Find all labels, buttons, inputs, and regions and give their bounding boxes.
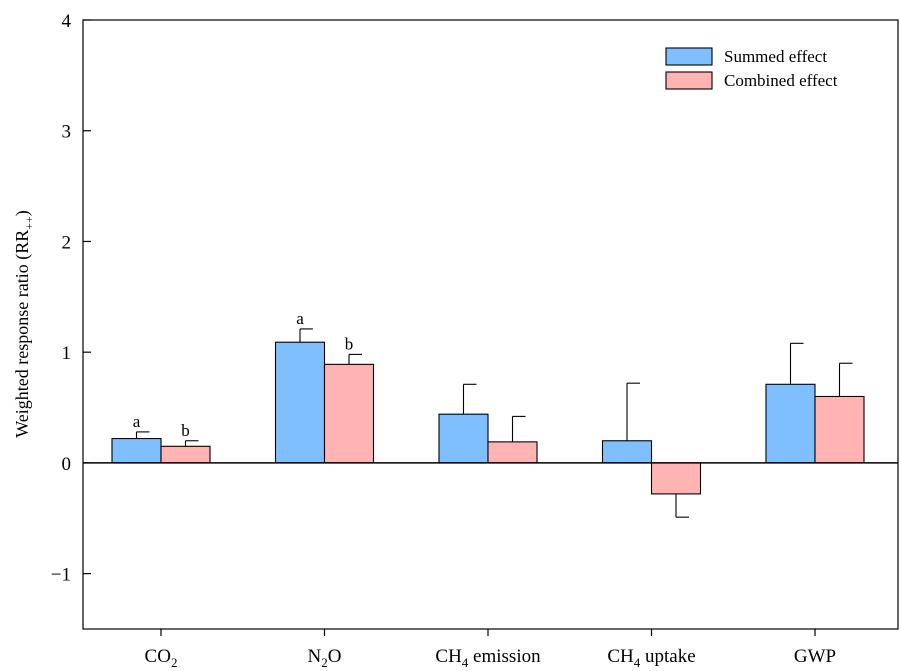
bar bbox=[765, 383, 816, 464]
x-axis: CO2 N2O CH4 emission CH4 uptake GWP bbox=[145, 629, 836, 670]
bar bbox=[487, 441, 538, 464]
legend-label: Combined effect bbox=[724, 71, 838, 90]
x-category-label: N2O bbox=[308, 646, 342, 670]
y-tick-label: −1 bbox=[51, 565, 71, 586]
significance-label: a bbox=[296, 309, 304, 328]
x-category-label: GWP bbox=[794, 646, 836, 667]
y-axis-title: Weighted response ratio (RR++) bbox=[12, 210, 36, 438]
y-axis-title-main: Weighted response ratio (RR bbox=[12, 230, 33, 438]
bar bbox=[438, 413, 489, 464]
x-category-label: CH4 emission bbox=[435, 646, 541, 670]
significance-label: b bbox=[181, 421, 190, 440]
y-tick-label: 4 bbox=[62, 11, 72, 32]
y-axis: −1 0 1 2 3 4 bbox=[51, 11, 91, 586]
bar bbox=[111, 437, 162, 464]
bar bbox=[274, 341, 326, 464]
plot-frame bbox=[82, 19, 899, 630]
bars-layer: a b a b bbox=[111, 309, 865, 518]
x-category-label: CH4 uptake bbox=[607, 646, 695, 670]
y-tick-label: 1 bbox=[62, 343, 72, 364]
y-tick-label: 2 bbox=[62, 232, 72, 253]
y-tick-label: 3 bbox=[62, 122, 72, 143]
legend-swatch bbox=[665, 71, 713, 90]
legend-label: Summed effect bbox=[724, 47, 827, 66]
bar bbox=[601, 440, 653, 464]
x-category-label: CO2 bbox=[145, 646, 178, 670]
bar bbox=[650, 462, 702, 495]
legend-swatch bbox=[665, 47, 713, 66]
significance-label: a bbox=[133, 412, 141, 431]
bar bbox=[814, 395, 865, 464]
y-axis-title-close: ) bbox=[12, 210, 33, 216]
y-axis-title-sub: ++ bbox=[22, 216, 36, 230]
significance-label: b bbox=[345, 334, 354, 353]
legend: Summed effect Combined effect bbox=[665, 47, 838, 90]
bar bbox=[323, 363, 375, 464]
y-tick-label: 0 bbox=[62, 454, 72, 475]
bar bbox=[160, 445, 211, 464]
